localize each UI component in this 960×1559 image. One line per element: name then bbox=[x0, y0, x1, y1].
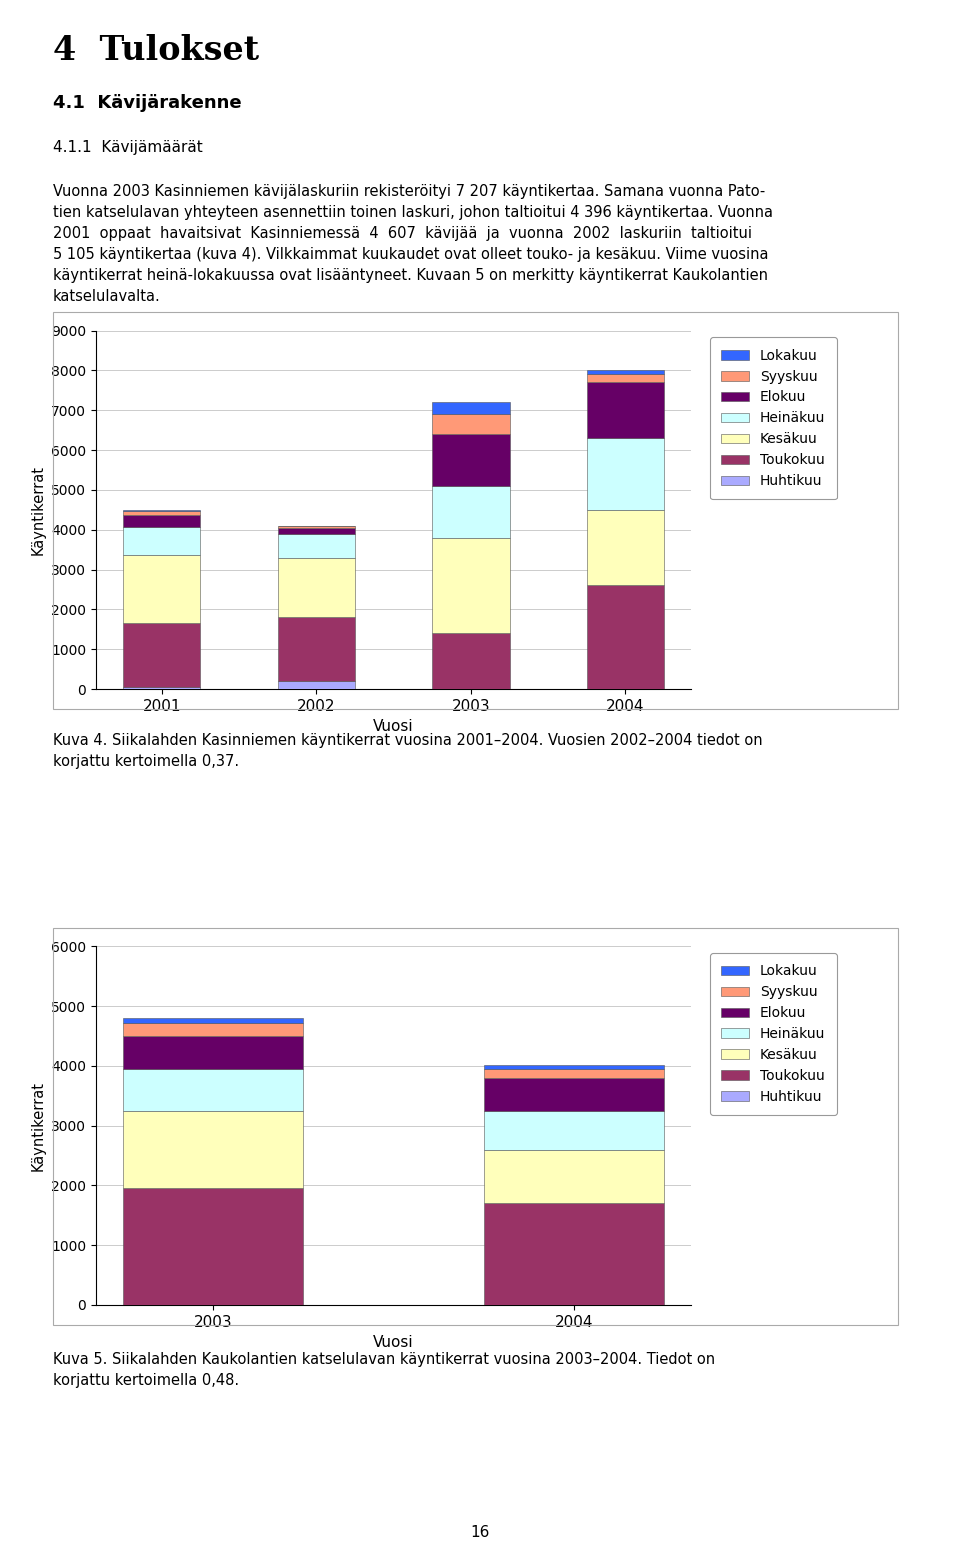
Bar bbox=[123, 1188, 303, 1305]
Bar bbox=[432, 402, 510, 415]
Text: 4.1.1  Kävijämäärät: 4.1.1 Kävijämäärät bbox=[53, 140, 203, 156]
Bar bbox=[587, 586, 664, 689]
Bar bbox=[123, 514, 201, 527]
Bar bbox=[123, 1018, 303, 1023]
Bar bbox=[123, 1069, 303, 1110]
Bar bbox=[277, 529, 355, 533]
Text: Kuva 4. Siikalahden Kasinniemen käyntikerrat vuosina 2001–2004. Vuosien 2002–200: Kuva 4. Siikalahden Kasinniemen käyntike… bbox=[53, 733, 762, 769]
Bar bbox=[123, 527, 201, 555]
Bar bbox=[123, 555, 201, 622]
Bar bbox=[484, 1204, 664, 1305]
Legend: Lokakuu, Syyskuu, Elokuu, Heinäkuu, Kesäkuu, Toukokuu, Huhtikuu: Lokakuu, Syyskuu, Elokuu, Heinäkuu, Kesä… bbox=[710, 953, 836, 1115]
Bar bbox=[277, 617, 355, 681]
Y-axis label: Käyntikerrat: Käyntikerrat bbox=[31, 1080, 45, 1171]
Bar bbox=[123, 688, 201, 689]
Text: 4  Tulokset: 4 Tulokset bbox=[53, 34, 259, 67]
Y-axis label: Käyntikerrat: Käyntikerrat bbox=[31, 465, 45, 555]
Bar bbox=[123, 511, 201, 514]
Text: Kuva 5. Siikalahden Kaukolantien katselulavan käyntikerrat vuosina 2003–2004. Ti: Kuva 5. Siikalahden Kaukolantien katselu… bbox=[53, 1352, 715, 1388]
Bar bbox=[587, 374, 664, 382]
Bar bbox=[123, 1037, 303, 1069]
Bar bbox=[277, 525, 355, 529]
Bar bbox=[277, 681, 355, 689]
Text: Vuonna 2003 Kasinniemen kävijälaskuriin rekisteröityi 7 207 käyntikertaa. Samana: Vuonna 2003 Kasinniemen kävijälaskuriin … bbox=[53, 184, 773, 304]
Bar bbox=[587, 438, 664, 510]
Bar bbox=[123, 1110, 303, 1188]
X-axis label: Vuosi: Vuosi bbox=[373, 1335, 414, 1350]
Text: 4.1  Kävijärakenne: 4.1 Kävijärakenne bbox=[53, 94, 241, 112]
Bar bbox=[484, 1069, 664, 1077]
Bar bbox=[484, 1149, 664, 1204]
Bar bbox=[587, 382, 664, 438]
Bar bbox=[484, 1077, 664, 1110]
Bar bbox=[432, 433, 510, 486]
Bar bbox=[277, 558, 355, 617]
X-axis label: Vuosi: Vuosi bbox=[373, 719, 414, 734]
Bar bbox=[587, 510, 664, 586]
Bar bbox=[432, 486, 510, 538]
Bar bbox=[123, 622, 201, 688]
Bar bbox=[587, 371, 664, 374]
Bar bbox=[432, 538, 510, 633]
Text: 16: 16 bbox=[470, 1525, 490, 1540]
Bar bbox=[484, 1065, 664, 1069]
Bar bbox=[484, 1110, 664, 1149]
Bar bbox=[432, 633, 510, 689]
Bar bbox=[432, 415, 510, 433]
Legend: Lokakuu, Syyskuu, Elokuu, Heinäkuu, Kesäkuu, Toukokuu, Huhtikuu: Lokakuu, Syyskuu, Elokuu, Heinäkuu, Kesä… bbox=[710, 337, 836, 499]
Bar bbox=[277, 533, 355, 558]
Bar bbox=[123, 1023, 303, 1037]
